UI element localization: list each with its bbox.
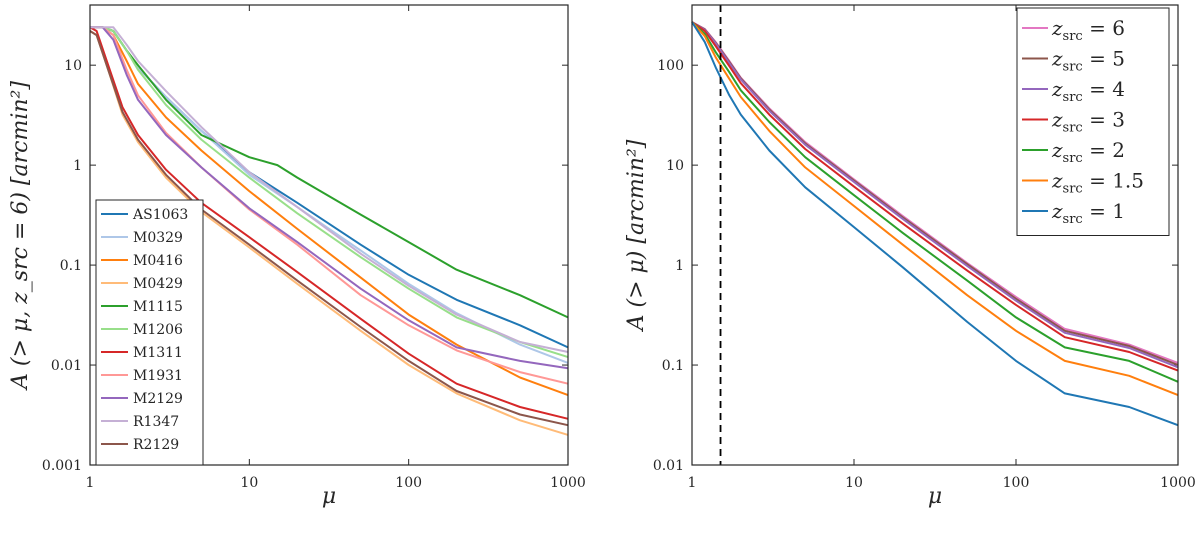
legend-label: zsrc = 1 bbox=[1051, 199, 1125, 227]
y-tick-label: 100 bbox=[657, 58, 684, 74]
series-line-z-src-4 bbox=[691, 21, 1179, 369]
x-tick-label: 10 bbox=[845, 475, 863, 491]
series-line-m1311 bbox=[89, 26, 569, 420]
axes-frame bbox=[89, 4, 569, 466]
legend-value: = 3 bbox=[1083, 108, 1125, 132]
x-tick-label: 1 bbox=[86, 475, 95, 491]
series-line-z-src-3 bbox=[691, 21, 1179, 372]
x-tick-label: 10 bbox=[240, 475, 258, 491]
legend-label: M0329 bbox=[133, 230, 183, 246]
y-tick-label: 10 bbox=[666, 158, 684, 174]
series-line-z-src-1.5 bbox=[691, 21, 1179, 397]
y-axis-label: A (> μ, z_src = 6) [arcmin²] bbox=[8, 81, 33, 391]
x-tick-label: 100 bbox=[395, 475, 422, 491]
y-tick-label: 10 bbox=[64, 58, 82, 74]
legend-box bbox=[1016, 7, 1170, 236]
legend-var: z bbox=[1051, 138, 1063, 162]
legend-value: = 4 bbox=[1083, 77, 1125, 101]
legend-label: R2129 bbox=[133, 437, 179, 453]
legend-var: z bbox=[1051, 16, 1063, 40]
legend-label: zsrc = 4 bbox=[1051, 77, 1125, 105]
x-tick-label: 100 bbox=[1003, 475, 1030, 491]
legend-subscript: src bbox=[1063, 29, 1083, 44]
series-line-r1347 bbox=[90, 26, 569, 353]
series-line-r2129 bbox=[89, 30, 569, 427]
series-line-m1206 bbox=[90, 26, 569, 359]
legend-value: = 2 bbox=[1083, 138, 1125, 162]
legend-label: zsrc = 5 bbox=[1051, 47, 1125, 75]
panel-left: 1 10 100 1000 0.001 0.01 0.1 1 10 μ A (> μ, z_src … bbox=[8, 4, 586, 509]
legend-label: M1206 bbox=[133, 322, 183, 338]
x-tick-label: 1000 bbox=[550, 475, 586, 491]
y-tick-label: 0.1 bbox=[662, 358, 684, 374]
legend-label: M0416 bbox=[133, 253, 183, 269]
y-tick-label: 0.1 bbox=[60, 258, 82, 274]
legend-label: zsrc = 3 bbox=[1051, 108, 1125, 136]
legend-var: z bbox=[1051, 47, 1063, 71]
y-tick-label: 1 bbox=[73, 158, 82, 174]
x-axis-label: μ bbox=[928, 484, 942, 509]
legend-value: = 6 bbox=[1083, 16, 1125, 40]
legend-value: = 1 bbox=[1083, 199, 1125, 223]
legend-subscript: src bbox=[1063, 182, 1083, 197]
legend-subscript: src bbox=[1063, 151, 1083, 166]
legend-var: z bbox=[1051, 169, 1063, 193]
legend-subscript: src bbox=[1063, 212, 1083, 227]
legend-label: M1115 bbox=[133, 299, 183, 315]
y-tick-label: 0.01 bbox=[653, 458, 684, 474]
legend-label: zsrc = 1.5 bbox=[1051, 169, 1144, 197]
legend-label: R1347 bbox=[133, 414, 179, 430]
series-line-z-src-1 bbox=[691, 21, 1179, 427]
series-line-m2129 bbox=[90, 26, 569, 370]
y-tick-label: 1 bbox=[675, 258, 684, 274]
legend-subscript: src bbox=[1063, 90, 1083, 105]
legend-subscript: src bbox=[1063, 60, 1083, 75]
legend-subscript: src bbox=[1063, 121, 1083, 136]
legend-label: M1931 bbox=[133, 368, 183, 384]
x-axis-label: μ bbox=[322, 484, 336, 509]
legend-value: = 1.5 bbox=[1083, 169, 1144, 193]
x-tick-label: 1000 bbox=[1160, 475, 1196, 491]
legend-label: zsrc = 6 bbox=[1051, 16, 1125, 44]
panel-right: 1 10 100 1000 0.01 0.1 1 10 100 μ A (> μ) [arcmin²… bbox=[624, 4, 1196, 509]
y-tick-label: 0.01 bbox=[51, 358, 82, 374]
series-line-z-src-2 bbox=[691, 21, 1179, 383]
legend-label: zsrc = 2 bbox=[1051, 138, 1125, 166]
legend-label: M0429 bbox=[133, 276, 183, 292]
legend-var: z bbox=[1051, 77, 1063, 101]
y-axis-label: A (> μ) [arcmin²] bbox=[624, 139, 649, 332]
legend-label: M2129 bbox=[133, 391, 183, 407]
axes-frame bbox=[691, 4, 1179, 466]
legend-label: AS1063 bbox=[132, 207, 188, 223]
x-tick-label: 1 bbox=[688, 475, 697, 491]
y-tick-label: 0.001 bbox=[42, 458, 82, 474]
legend-var: z bbox=[1051, 199, 1063, 223]
legend: AS1063 M0329 M0416 M0429 M1115 M1206 M1311 M193… bbox=[95, 199, 204, 466]
legend-label: M1311 bbox=[133, 345, 183, 361]
legend-value: = 5 bbox=[1083, 47, 1125, 71]
legend-var: z bbox=[1051, 108, 1063, 132]
